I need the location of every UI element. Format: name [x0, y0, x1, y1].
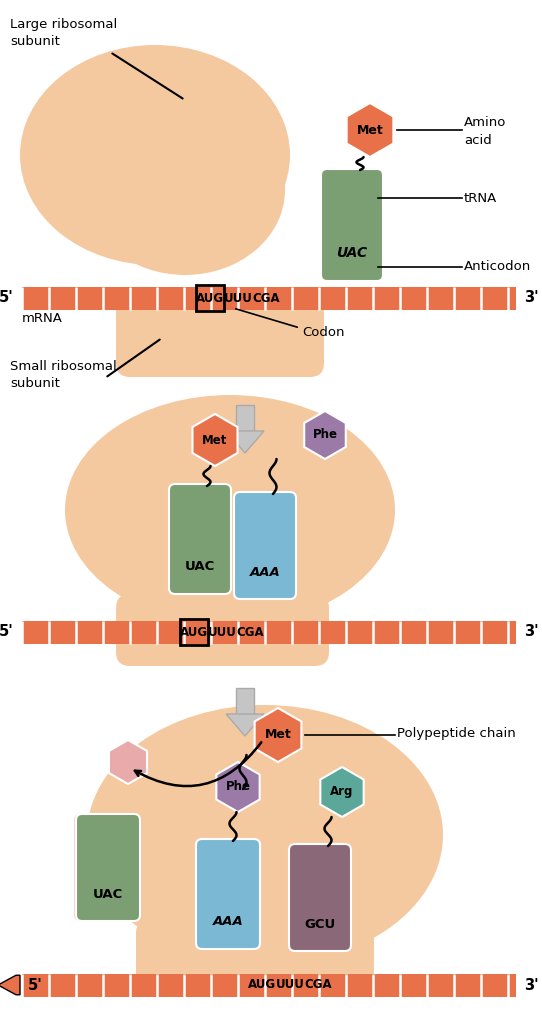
Text: UAC: UAC — [93, 888, 123, 901]
FancyBboxPatch shape — [136, 919, 374, 991]
Text: CGA: CGA — [304, 979, 332, 991]
Text: mRNA: mRNA — [22, 312, 63, 325]
FancyBboxPatch shape — [74, 814, 142, 921]
Polygon shape — [192, 414, 237, 466]
Text: subunit: subunit — [10, 35, 60, 48]
Text: UAC: UAC — [337, 246, 367, 260]
Ellipse shape — [20, 45, 290, 265]
Text: AUG: AUG — [196, 291, 224, 304]
FancyBboxPatch shape — [289, 844, 351, 951]
Text: Small ribosomal: Small ribosomal — [10, 360, 117, 373]
Ellipse shape — [65, 395, 395, 625]
Polygon shape — [304, 411, 346, 459]
Text: UUU: UUU — [275, 979, 305, 991]
Text: AUG: AUG — [180, 625, 208, 639]
FancyBboxPatch shape — [234, 492, 296, 599]
FancyBboxPatch shape — [196, 839, 260, 949]
Text: CGA: CGA — [236, 625, 264, 639]
Text: Polypeptide chain: Polypeptide chain — [397, 727, 516, 739]
Polygon shape — [347, 102, 393, 157]
Text: subunit: subunit — [10, 377, 60, 390]
Text: Met: Met — [357, 123, 383, 136]
Text: CGA: CGA — [252, 291, 280, 304]
Text: 5': 5' — [0, 290, 14, 305]
Polygon shape — [320, 767, 364, 817]
FancyArrow shape — [0, 975, 20, 995]
Bar — [22, 974, 516, 996]
Text: tRNA: tRNA — [464, 192, 497, 205]
Bar — [22, 620, 516, 644]
Text: GCU: GCU — [305, 917, 335, 931]
Text: Anticodon: Anticodon — [464, 260, 531, 274]
Text: UUU: UUU — [208, 625, 236, 639]
FancyBboxPatch shape — [76, 814, 140, 921]
Text: UUU: UUU — [223, 291, 253, 304]
Text: 5': 5' — [0, 624, 14, 640]
FancyBboxPatch shape — [116, 299, 324, 377]
FancyBboxPatch shape — [321, 169, 383, 281]
Text: 3': 3' — [524, 978, 539, 992]
Text: UAC: UAC — [185, 560, 215, 573]
Polygon shape — [109, 740, 147, 784]
FancyBboxPatch shape — [116, 594, 329, 666]
Text: AAA: AAA — [250, 566, 280, 578]
Bar — [236, 405, 254, 430]
Text: acid: acid — [464, 133, 492, 147]
Ellipse shape — [103, 780, 413, 960]
Text: Met: Met — [202, 434, 228, 447]
Text: Amino: Amino — [464, 116, 506, 128]
Text: 5': 5' — [28, 978, 43, 992]
Text: 3': 3' — [524, 624, 539, 640]
Text: AUG: AUG — [248, 979, 276, 991]
Text: Arg: Arg — [330, 785, 354, 798]
Text: Codon: Codon — [302, 326, 345, 338]
Polygon shape — [226, 714, 264, 736]
Text: 3': 3' — [524, 290, 539, 305]
Polygon shape — [216, 762, 260, 812]
Ellipse shape — [85, 105, 285, 275]
Text: Phe: Phe — [225, 780, 250, 793]
Ellipse shape — [87, 705, 443, 965]
Bar — [196, 285, 224, 311]
FancyBboxPatch shape — [169, 484, 231, 594]
Text: Large ribosomal: Large ribosomal — [10, 18, 117, 31]
Text: Met: Met — [264, 729, 292, 741]
Text: Phe: Phe — [313, 428, 338, 442]
Polygon shape — [255, 708, 301, 762]
Text: AAA: AAA — [212, 915, 243, 928]
Bar — [180, 619, 208, 645]
Bar — [22, 287, 516, 310]
Polygon shape — [226, 430, 264, 453]
Bar — [236, 688, 254, 714]
